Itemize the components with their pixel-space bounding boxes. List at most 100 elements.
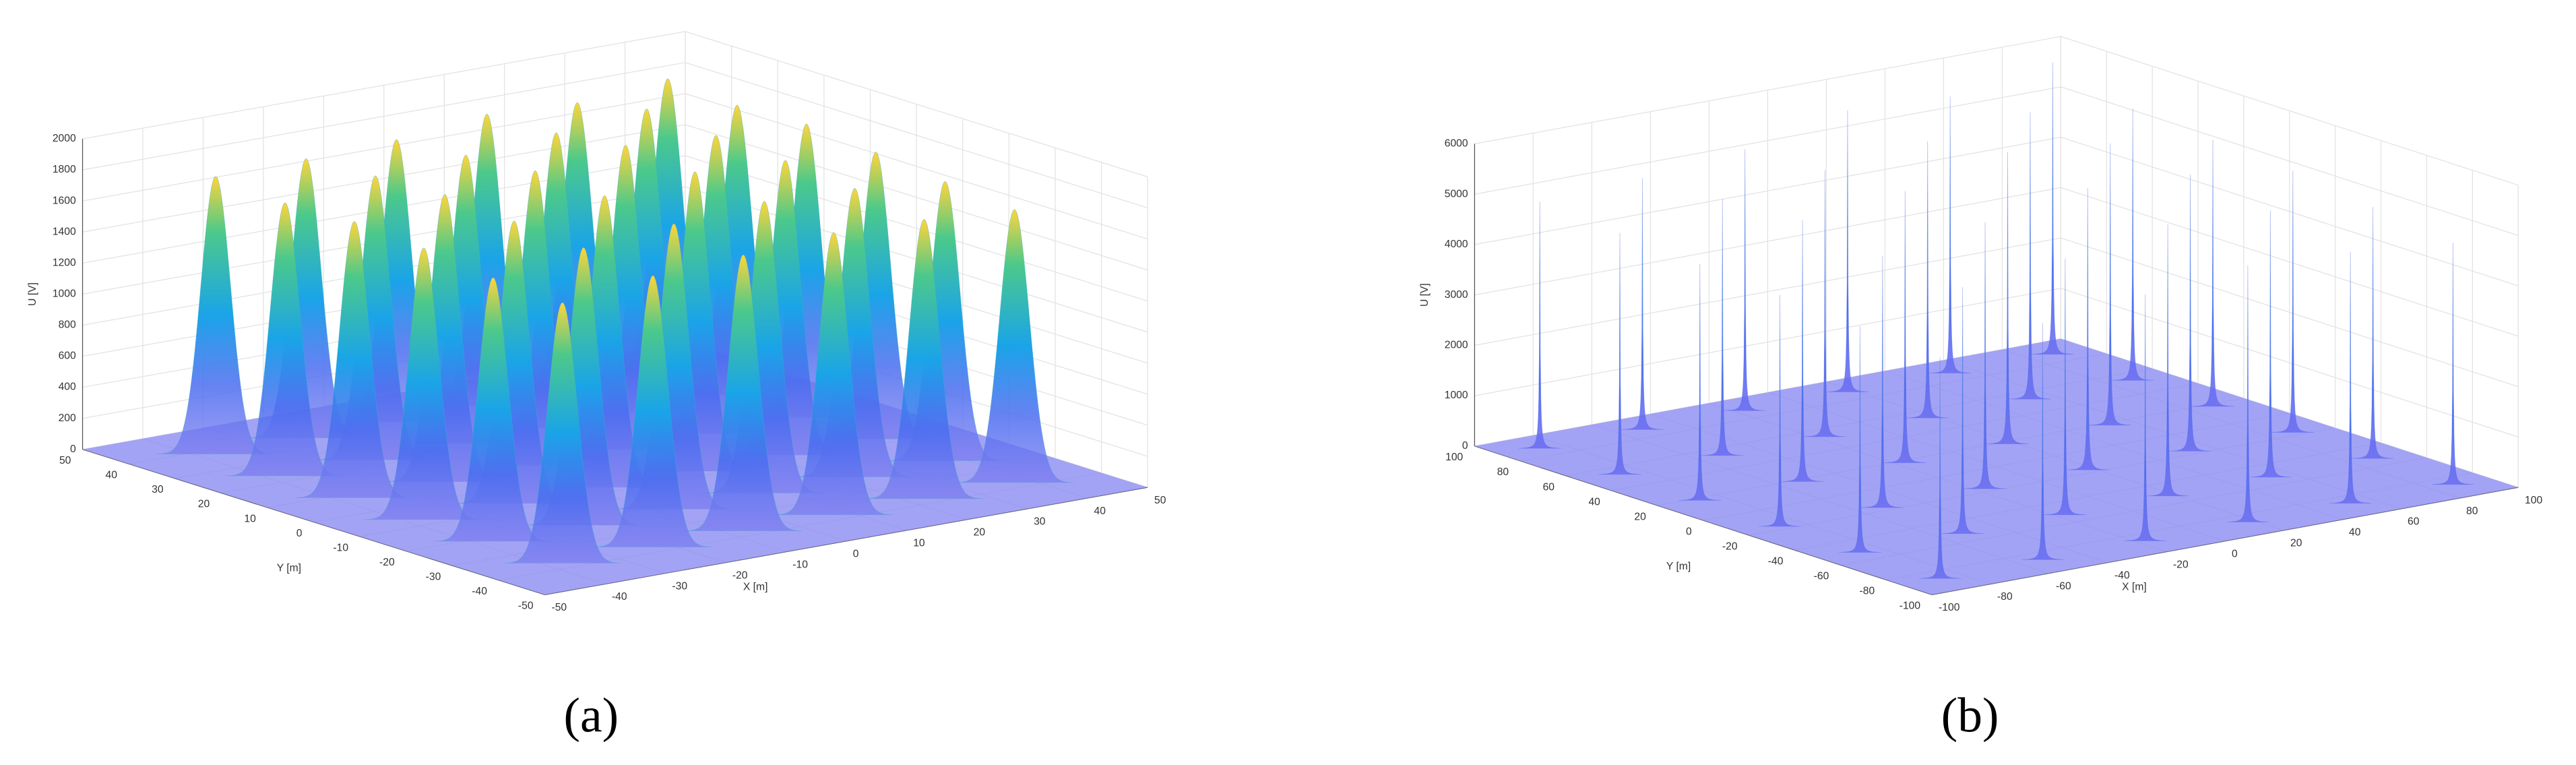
z-tick-label: 1400 xyxy=(53,226,76,237)
x-tick-label: 40 xyxy=(2349,527,2361,539)
z-tick-label: 5000 xyxy=(1445,188,1468,200)
x-tick-label: -40 xyxy=(612,591,627,603)
x-tick-label: -30 xyxy=(672,580,687,592)
caption: (b) xyxy=(1941,687,1999,743)
x-tick-label: 0 xyxy=(2232,549,2238,560)
z-axis-label: U [V] xyxy=(1419,283,1431,307)
y-axis-label: Y [m] xyxy=(277,562,301,574)
peak xyxy=(1861,255,1904,508)
y-tick-label: -10 xyxy=(333,542,348,553)
x-tick-label: 100 xyxy=(2525,495,2542,506)
peak xyxy=(865,218,984,499)
y-tick-label: 40 xyxy=(106,470,118,481)
y-tick-label: 50 xyxy=(59,455,71,466)
peak xyxy=(1804,170,1846,437)
y-tick-label: 80 xyxy=(1497,466,1509,478)
peak xyxy=(1906,141,1949,419)
x-tick-label: -60 xyxy=(2056,580,2071,592)
y-axis-label: Y [m] xyxy=(1666,561,1691,572)
z-tick-label: 1000 xyxy=(53,288,76,300)
peak xyxy=(2169,174,2211,452)
peak xyxy=(2146,224,2189,497)
x-tick-label: -10 xyxy=(792,559,808,570)
x-tick-label: -50 xyxy=(552,602,567,613)
peak xyxy=(1781,220,1824,482)
y-tick-label: -30 xyxy=(426,572,441,583)
x-tick-label: 50 xyxy=(1154,495,1166,506)
z-tick-label: 3000 xyxy=(1445,289,1468,301)
peak xyxy=(2249,210,2292,478)
peak xyxy=(1941,286,1984,534)
peak xyxy=(1724,149,1767,411)
x-axis-label: X [m] xyxy=(2122,582,2147,593)
z-tick-label: 2000 xyxy=(1445,340,1468,351)
peak xyxy=(2124,294,2167,541)
peak xyxy=(2191,140,2234,407)
x-tick-label: 10 xyxy=(913,538,925,549)
x-tick-label: 60 xyxy=(2408,516,2420,528)
y-tick-label: -20 xyxy=(379,557,395,568)
y-tick-label: 30 xyxy=(152,484,164,495)
z-tick-label: 6000 xyxy=(1445,138,1468,150)
y-tick-label: -80 xyxy=(1860,586,1875,597)
peak xyxy=(2111,109,2154,381)
x-tick-label: 80 xyxy=(2466,506,2478,517)
peak xyxy=(1598,233,1641,475)
y-tick-label: -40 xyxy=(472,586,487,597)
x-tick-label: 0 xyxy=(853,549,859,560)
x-tick-label: -100 xyxy=(1939,602,1960,613)
peak xyxy=(2021,323,2064,560)
peak xyxy=(593,275,713,547)
peak xyxy=(1518,202,1561,449)
y-tick-label: 20 xyxy=(1634,511,1646,522)
z-tick-label: 0 xyxy=(70,443,76,455)
peak xyxy=(1701,199,1744,456)
peak xyxy=(2066,188,2109,470)
z-tick-label: 200 xyxy=(59,412,76,424)
peak xyxy=(503,302,622,563)
z-axis-label: U [V] xyxy=(27,282,38,306)
z-tick-label: 2000 xyxy=(53,133,76,144)
peak xyxy=(2009,112,2052,400)
peak xyxy=(1826,110,1869,392)
peak xyxy=(1839,326,1881,553)
x-tick-label: -40 xyxy=(2114,570,2130,581)
x-tick-label: -20 xyxy=(732,570,748,581)
z-tick-label: 600 xyxy=(59,350,76,362)
y-tick-label: 100 xyxy=(1445,452,1463,463)
y-tick-label: -100 xyxy=(1899,601,1921,612)
peak xyxy=(1621,178,1664,430)
y-tick-label: 0 xyxy=(1686,526,1692,537)
caption: (a) xyxy=(564,687,619,743)
x-tick-label: 30 xyxy=(1034,516,1046,528)
y-tick-label: -50 xyxy=(518,601,534,612)
peak xyxy=(2352,206,2395,459)
peak xyxy=(1759,295,1801,527)
peak xyxy=(1678,264,1722,501)
peak xyxy=(156,175,276,455)
z-tick-label: 1800 xyxy=(53,164,76,175)
z-tick-label: 1600 xyxy=(53,195,76,206)
y-tick-label: 10 xyxy=(244,513,256,524)
y-tick-label: 20 xyxy=(198,499,210,510)
peak xyxy=(2044,258,2087,516)
peak xyxy=(774,232,893,516)
x-tick-label: 20 xyxy=(974,527,986,539)
peak xyxy=(2226,265,2269,522)
y-tick-label: -40 xyxy=(1768,556,1784,568)
x-tick-label: 20 xyxy=(2290,538,2302,549)
peak xyxy=(1964,222,2007,489)
peak xyxy=(683,254,803,531)
x-axis-label: X [m] xyxy=(743,582,768,593)
peak xyxy=(2329,251,2372,503)
z-tick-label: 4000 xyxy=(1445,239,1468,250)
peak xyxy=(2032,62,2074,355)
z-tick-label: 1000 xyxy=(1445,390,1468,401)
y-tick-label: 0 xyxy=(296,528,303,539)
x-tick-label: 40 xyxy=(1094,506,1106,517)
z-tick-label: 400 xyxy=(59,381,76,393)
y-tick-label: 40 xyxy=(1588,496,1600,508)
peak xyxy=(2432,243,2474,485)
y-tick-label: 60 xyxy=(1543,481,1555,493)
